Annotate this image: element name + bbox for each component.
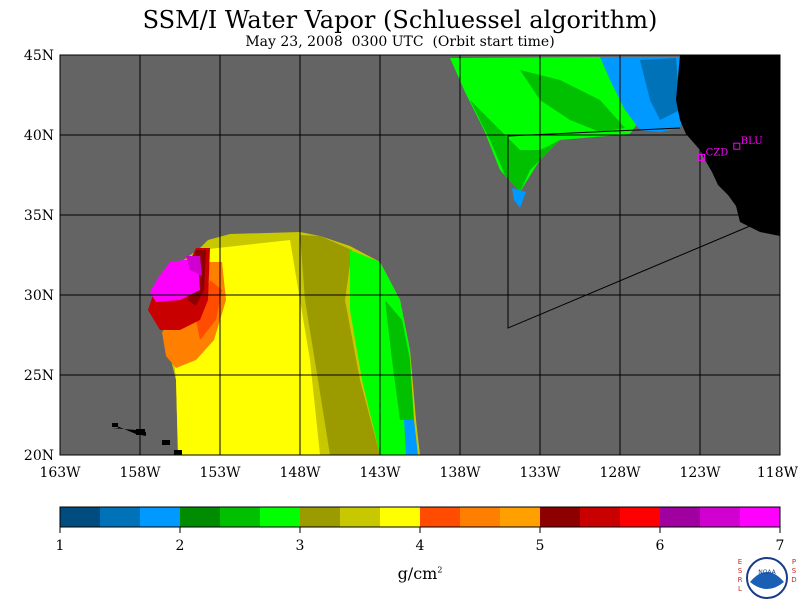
lon-tick-label: 153W <box>199 465 241 481</box>
southwest-swath <box>148 232 420 455</box>
lon-tick-label: 118W <box>757 465 799 481</box>
noaa-emblem: NOAA <box>746 557 788 599</box>
logo-letter: D <box>791 576 797 584</box>
domain-outline <box>507 127 751 329</box>
site-label: CZD <box>706 147 729 158</box>
lon-tick-label: 123W <box>679 465 721 481</box>
colorbar-cell <box>420 507 461 527</box>
land-mass <box>676 55 780 236</box>
colorbar-cell <box>660 507 701 527</box>
site-label: BLU <box>741 136 763 147</box>
lon-tick-label: 163W <box>39 465 81 481</box>
colorbar-tick-label: 4 <box>416 538 425 554</box>
colorbar-cell <box>500 507 541 527</box>
colorbar-tick-label: 5 <box>536 538 545 554</box>
lat-tick-label: 20N <box>24 448 54 464</box>
colorbar-cell <box>180 507 221 527</box>
hawaii-island-3 <box>162 440 170 445</box>
longitude-labels: 163W 158W 153W 148W 143W 138W 133W 128W 123W 118W <box>39 465 798 481</box>
colorbar-tick-label: 7 <box>776 538 785 554</box>
colorbar-cells <box>60 507 781 527</box>
logo-letter: R <box>737 576 743 584</box>
colorbar-cell <box>340 507 381 527</box>
colorbar-cell <box>460 507 501 527</box>
latitude-labels: 45N 40N 35N 30N 25N 20N <box>24 48 54 464</box>
colorbar-cell <box>620 507 661 527</box>
units-superscript: 2 <box>437 565 443 575</box>
lat-tick-label: 35N <box>24 208 54 224</box>
logo-letter: P <box>791 558 797 566</box>
lon-tick-label: 138W <box>439 465 481 481</box>
lat-tick-label: 30N <box>24 288 54 304</box>
site-marker <box>698 153 706 161</box>
logo-letter: S <box>737 567 743 575</box>
map-subtitle: May 23, 2008 0300 UTC (Orbit start time) <box>245 34 555 50</box>
colorbar-cell <box>140 507 181 527</box>
noaa-emblem-text: NOAA <box>758 569 776 576</box>
colorbar-cell <box>700 507 741 527</box>
colorbar-cell <box>260 507 301 527</box>
colorbar-cell <box>100 507 141 527</box>
lon-tick-label: 143W <box>359 465 401 481</box>
colorbar-tick-label: 2 <box>176 538 185 554</box>
site-marker <box>733 142 741 150</box>
colorbar: 1 2 3 4 5 6 7 <box>56 506 785 554</box>
colorbar-tick-labels: 1 2 3 4 5 6 7 <box>56 527 785 554</box>
logo-letter: S <box>791 567 797 575</box>
logo-letter: L <box>738 585 742 593</box>
colorbar-cell <box>740 507 781 527</box>
units-text: g/cm <box>397 564 438 583</box>
lat-tick-label: 45N <box>24 48 54 64</box>
colorbar-cell <box>220 507 261 527</box>
colorbar-cell <box>300 507 341 527</box>
lon-tick-label: 158W <box>119 465 161 481</box>
map-frame <box>59 54 781 456</box>
hawaii-island-4 <box>174 450 182 455</box>
lat-tick-label: 40N <box>24 128 54 144</box>
lat-tick-label: 25N <box>24 368 54 384</box>
logo-letter: E <box>737 558 743 566</box>
water-vapor-map: CZD BLU 45N 40N 35N 30N 25N 20N 163W 158W 153W 14… <box>24 48 799 481</box>
colorbar-tick-label: 3 <box>296 538 305 554</box>
lon-tick-label: 128W <box>599 465 641 481</box>
hawaii-island-1 <box>112 423 118 427</box>
lon-tick-label: 148W <box>279 465 321 481</box>
colorbar-cell <box>380 507 421 527</box>
north-swath <box>450 57 684 208</box>
colorbar-cell <box>540 507 581 527</box>
colorbar-tick-label: 1 <box>56 538 65 554</box>
map-title: SSM/I Water Vapor (Schluessel algorithm) <box>142 6 658 34</box>
colorbar-units: g/cm2 <box>360 564 480 583</box>
observation-sites: CZD BLU <box>698 136 763 161</box>
colorbar-cell <box>580 507 621 527</box>
colorbar-cell <box>60 507 101 527</box>
colorbar-tick-label: 6 <box>656 538 665 554</box>
lon-tick-label: 133W <box>519 465 561 481</box>
